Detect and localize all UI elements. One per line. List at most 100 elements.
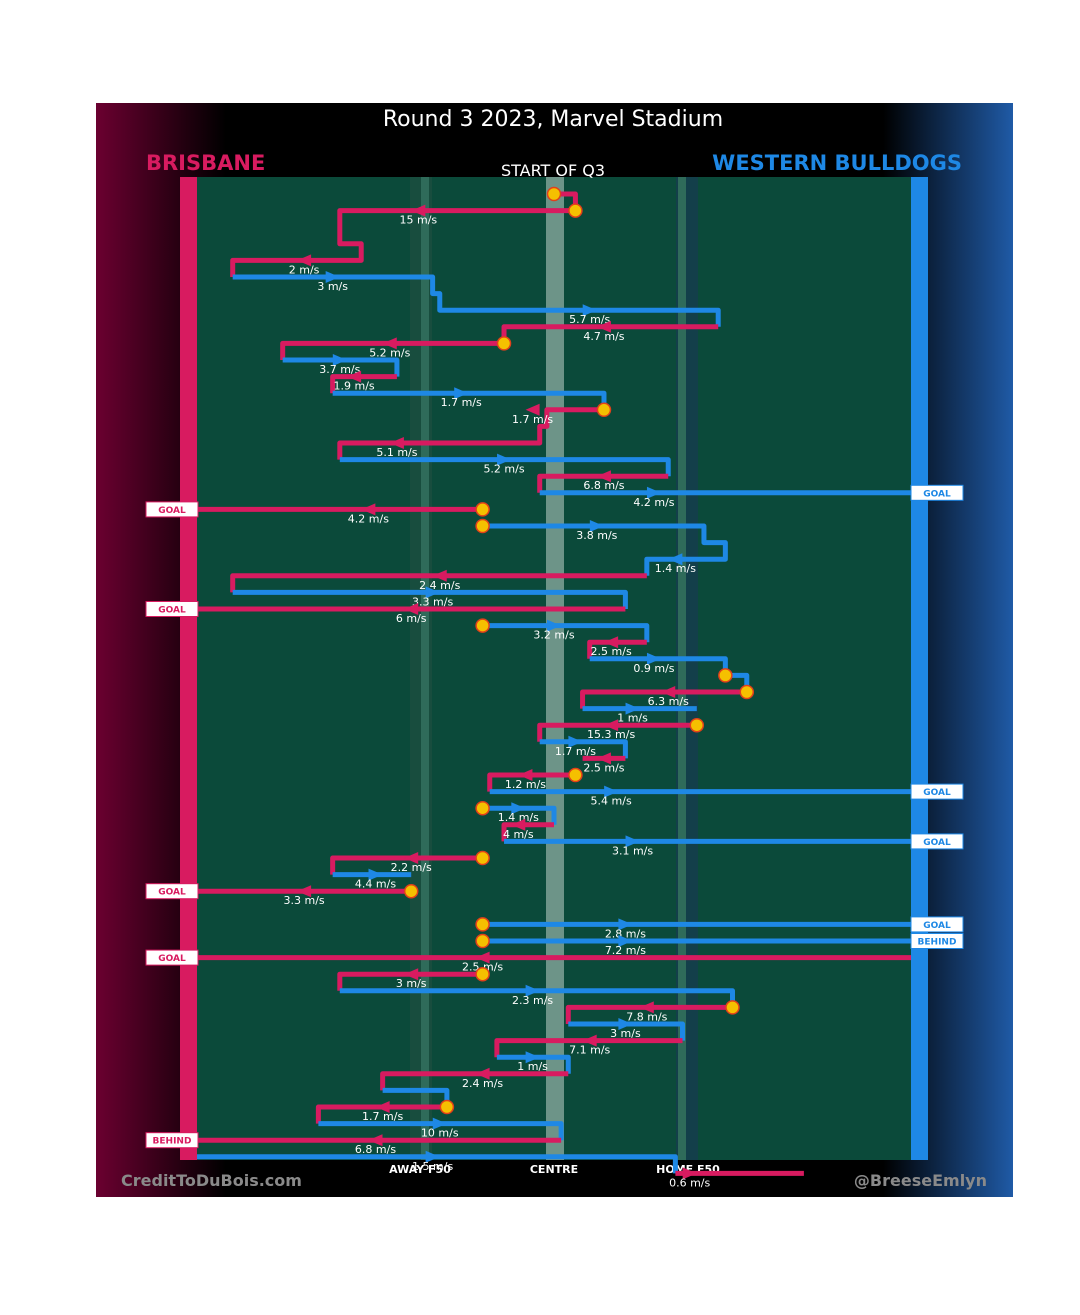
chain-18-stoppage-dot-0 bbox=[739, 684, 755, 700]
chain-2-arrow-0 bbox=[596, 320, 611, 333]
chain-3-arrow-0 bbox=[332, 354, 347, 366]
chain-10-stoppage-dot-0 bbox=[475, 502, 490, 517]
chain-43-speed-label-0: 10 m/s bbox=[421, 1127, 459, 1140]
chain-14-result-badge bbox=[145, 601, 199, 617]
chain-12-away bbox=[230, 573, 647, 593]
chain-11-arrow-0 bbox=[589, 520, 604, 532]
chain-2-speed-label-1: 5.2 m/s bbox=[369, 346, 410, 359]
chain-44-speed-label-0: 6.8 m/s bbox=[355, 1143, 396, 1156]
centre-label: CENTRE bbox=[530, 1163, 578, 1176]
chain-22-arrow-0 bbox=[596, 752, 611, 765]
chain-32-result-badge bbox=[910, 933, 964, 949]
away-f50-label: AWAY F50 bbox=[389, 1163, 451, 1176]
chain-1-speed-label-1: 5.7 m/s bbox=[569, 313, 610, 326]
home-team-name: WESTERN BULLDOGS bbox=[712, 151, 962, 175]
chain-45-home bbox=[197, 1154, 678, 1174]
chain-13-home bbox=[232, 589, 628, 609]
chain-30-result-text: GOAL bbox=[158, 888, 186, 898]
chain-27-result-text: GOAL bbox=[923, 838, 951, 848]
chain-15-speed-label-0: 3.2 m/s bbox=[533, 629, 574, 642]
chart-title: Round 3 2023, Marvel Stadium bbox=[383, 107, 723, 132]
chain-0-speed-label-0: 15 m/s bbox=[400, 214, 438, 227]
chain-17-arrow-0 bbox=[646, 652, 661, 665]
chain-30-arrow-0 bbox=[297, 885, 312, 898]
chain-23-speed-label-0: 1.2 m/s bbox=[505, 778, 546, 791]
chain-11-home bbox=[482, 523, 728, 576]
chain-7-home bbox=[339, 457, 671, 477]
chain-28-speed-label-0: 2.2 m/s bbox=[391, 861, 432, 874]
chain-46-speed-label-0: 0.6 m/s bbox=[669, 1176, 710, 1189]
chain-40-arrow-0 bbox=[475, 1067, 490, 1080]
chain-38-arrow-0 bbox=[582, 1034, 597, 1047]
chain-32-stoppage-dot-0 bbox=[475, 933, 490, 949]
chain-21-home bbox=[539, 739, 628, 759]
chain-35-speed-label-0: 2.3 m/s bbox=[512, 994, 553, 1007]
chain-28-stoppage-dot-0 bbox=[475, 850, 490, 866]
chain-46-arrow-0 bbox=[682, 1167, 697, 1180]
chain-6-speed-label-1: 5.1 m/s bbox=[376, 446, 417, 459]
chain-31-speed-label-0: 2.8 m/s bbox=[605, 927, 646, 940]
chain-6-arrow-0 bbox=[525, 403, 540, 416]
chain-4-speed-label-0: 1.9 m/s bbox=[334, 380, 375, 393]
chain-32-speed-label-0: 7.2 m/s bbox=[605, 944, 646, 957]
chain-30-stoppage-dot-0 bbox=[403, 883, 419, 899]
chain-36-arrow-0 bbox=[639, 1001, 654, 1014]
chain-21-speed-label-0: 1.7 m/s bbox=[555, 745, 596, 758]
chain-25-speed-label-0: 1.4 m/s bbox=[498, 811, 539, 824]
chain-27-speed-label-0: 3.1 m/s bbox=[612, 844, 653, 857]
chain-0-stoppage-dot-1 bbox=[568, 203, 583, 218]
chain-34-speed-label-0: 3 m/s bbox=[396, 977, 427, 990]
chain-43-arrow-0 bbox=[432, 1117, 447, 1130]
chain-38-speed-label-0: 7.1 m/s bbox=[569, 1044, 610, 1057]
chain-9-arrow-0 bbox=[646, 486, 661, 499]
chain-5-arrow-0 bbox=[454, 387, 469, 400]
chain-33-result-badge bbox=[145, 949, 199, 966]
chain-6-stoppage-dot-0 bbox=[596, 402, 612, 418]
chain-29-arrow-0 bbox=[368, 868, 383, 881]
chain-2-stoppage-dot-0 bbox=[496, 336, 512, 351]
chain-44-arrow-0 bbox=[368, 1134, 383, 1147]
chain-9-result-text: GOAL bbox=[923, 489, 951, 499]
chain-7-speed-label-0: 5.2 m/s bbox=[483, 463, 524, 476]
chain-0-arrow-0 bbox=[411, 204, 426, 217]
chain-9-result-badge bbox=[910, 484, 964, 501]
chain-16-away bbox=[587, 639, 647, 659]
chain-11-speed-label-1: 1.4 m/s bbox=[655, 562, 696, 575]
centre-band bbox=[546, 177, 564, 1160]
chain-9-speed-label-0: 4.2 m/s bbox=[633, 496, 674, 509]
chain-39-speed-label-0: 1 m/s bbox=[517, 1060, 548, 1073]
chain-24-arrow-0 bbox=[604, 785, 619, 798]
chain-37-speed-label-0: 3 m/s bbox=[610, 1027, 641, 1040]
chain-6-away bbox=[337, 407, 604, 460]
credit-right: @BreeseEmlyn bbox=[854, 1171, 987, 1190]
chain-24-result-text: GOAL bbox=[923, 788, 951, 798]
chain-32-result-text: BEHIND bbox=[918, 938, 957, 948]
chain-0-arrow-1 bbox=[297, 254, 312, 267]
chain-40-away bbox=[380, 1071, 569, 1091]
chain-4-arrow-0 bbox=[347, 370, 362, 383]
chain-0-speed-label-1: 2 m/s bbox=[289, 263, 320, 276]
brisbane-goal-post bbox=[180, 177, 197, 1160]
chain-10-result-text: GOAL bbox=[158, 506, 186, 516]
chain-40-speed-label-0: 2.4 m/s bbox=[462, 1077, 503, 1090]
chain-21-arrow-0 bbox=[568, 735, 583, 748]
chain-12-speed-label-0: 2.4 m/s bbox=[419, 579, 460, 592]
credit-left: CreditToDuBois.com bbox=[121, 1171, 302, 1190]
chain-10-result-badge bbox=[145, 501, 199, 518]
chain-8-away bbox=[537, 473, 669, 493]
chain-39-home bbox=[496, 1054, 571, 1074]
chain-7-arrow-0 bbox=[497, 453, 512, 466]
chain-27-result-badge bbox=[910, 833, 964, 850]
chain-20-stoppage-dot-0 bbox=[689, 717, 705, 733]
chain-11-stoppage-dot-0 bbox=[475, 518, 490, 534]
chain-6-arrow-1 bbox=[389, 437, 404, 449]
chain-16-speed-label-0: 2.5 m/s bbox=[591, 645, 632, 658]
chain-37-home bbox=[568, 1021, 686, 1041]
chain-43-home bbox=[318, 1121, 564, 1141]
chart-subtitle: START OF Q3 bbox=[501, 161, 605, 180]
chain-35-arrow-0 bbox=[525, 984, 540, 997]
chain-12-arrow-0 bbox=[432, 569, 447, 582]
chain-42-arrow-0 bbox=[375, 1101, 390, 1113]
chain-11-arrow-1 bbox=[668, 553, 683, 566]
